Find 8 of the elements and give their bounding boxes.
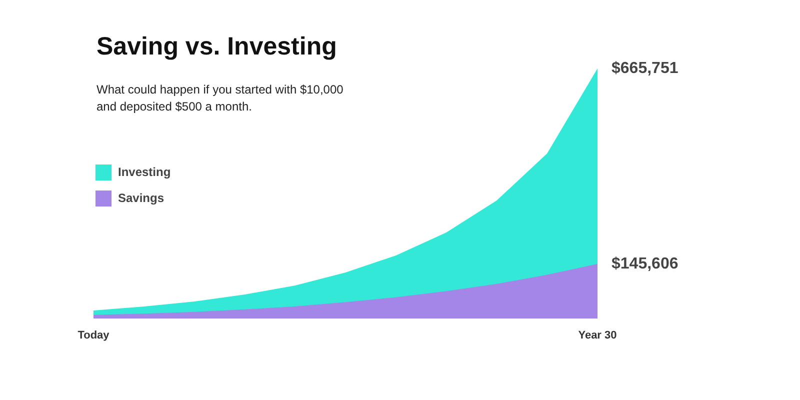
legend-label: Investing: [118, 165, 171, 179]
chart-title: Saving vs. Investing: [96, 32, 337, 60]
data-label: $145,606: [612, 255, 678, 272]
data-label: $665,751: [612, 60, 678, 77]
x-tick-label: Today: [78, 330, 110, 342]
text: What could happen if you started with $10,000 and deposited $500 a month.: [96, 82, 344, 114]
x-tick-label: Year 30: [578, 330, 617, 342]
legend-label: Savings: [118, 191, 164, 205]
